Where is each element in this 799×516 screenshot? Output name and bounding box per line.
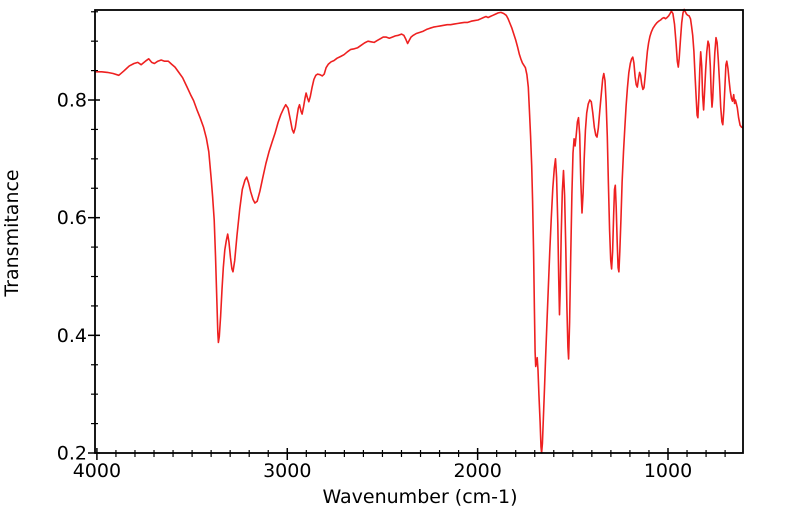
y-tick-label: 0.4 [57,325,87,347]
y-axis-label: Transmitance [1,169,23,297]
y-tick-label: 0.2 [57,443,87,465]
x-tick-label: 2000 [453,460,501,482]
x-tick-label: 4000 [73,460,121,482]
x-tick-label: 1000 [644,460,692,482]
y-tick-label: 0.6 [57,207,87,229]
x-tick-label: 3000 [263,460,311,482]
y-tick-label: 0.8 [57,90,87,112]
spectrum-line [94,8,744,454]
plot-border [94,9,744,454]
axis-tick-labels: 4000 3000 2000 1000 0.2 0.4 0.6 0.8 [57,90,692,482]
x-axis-label: Wavenumber (cm-1) [322,486,517,508]
